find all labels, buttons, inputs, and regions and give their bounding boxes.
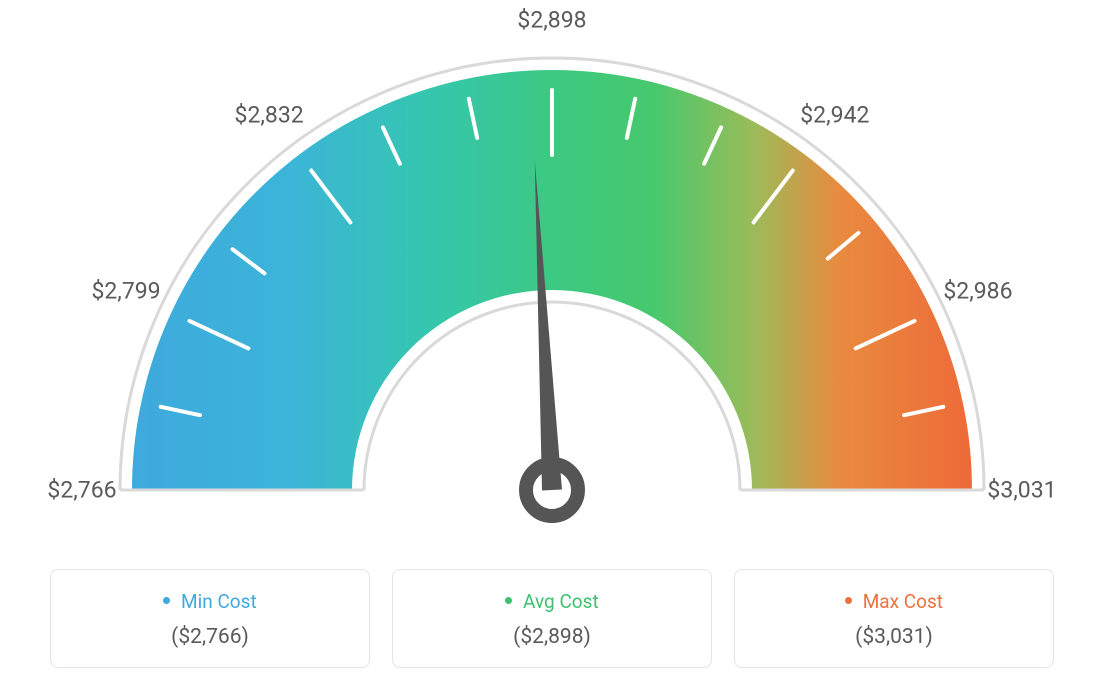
dot-icon bbox=[505, 597, 512, 604]
avg-cost-card: Avg Cost ($2,898) bbox=[392, 569, 712, 668]
avg-cost-title: Avg Cost bbox=[403, 590, 701, 613]
gauge-scale-label: $2,898 bbox=[517, 7, 586, 34]
dot-icon bbox=[163, 597, 170, 604]
min-cost-title: Min Cost bbox=[61, 590, 359, 613]
gauge-scale-label: $2,942 bbox=[800, 101, 869, 128]
max-cost-value: ($3,031) bbox=[745, 625, 1043, 649]
cost-summary-cards: Min Cost ($2,766) Avg Cost ($2,898) Max … bbox=[50, 569, 1054, 668]
dot-icon bbox=[845, 597, 852, 604]
avg-cost-label: Avg Cost bbox=[523, 590, 599, 613]
max-cost-label: Max Cost bbox=[863, 590, 943, 613]
max-cost-title: Max Cost bbox=[745, 590, 1043, 613]
gauge-scale-label: $2,986 bbox=[943, 278, 1012, 305]
gauge-scale-label: $2,799 bbox=[91, 278, 160, 305]
max-cost-card: Max Cost ($3,031) bbox=[734, 569, 1054, 668]
min-cost-label: Min Cost bbox=[181, 590, 257, 613]
min-cost-card: Min Cost ($2,766) bbox=[50, 569, 370, 668]
avg-cost-value: ($2,898) bbox=[403, 625, 701, 649]
gauge-scale-label: $2,832 bbox=[235, 101, 304, 128]
gauge-scale-label: $3,031 bbox=[987, 477, 1056, 504]
gauge-svg bbox=[0, 0, 1104, 560]
cost-gauge: $2,766 $2,799 $2,832 $2,898 $2,942 $2,986 $3,0… bbox=[0, 0, 1104, 560]
gauge-scale-label: $2,766 bbox=[47, 477, 116, 504]
min-cost-value: ($2,766) bbox=[61, 625, 359, 649]
